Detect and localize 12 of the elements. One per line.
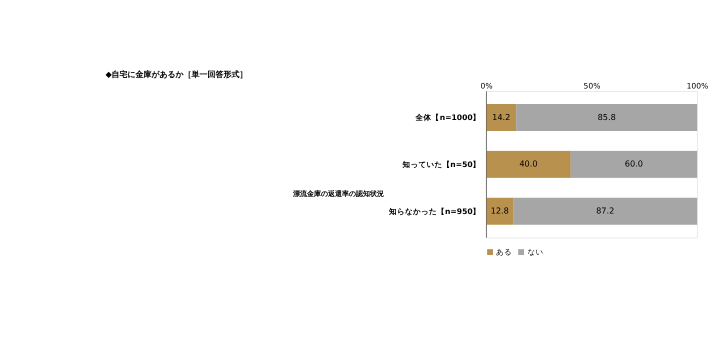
- bar: [513, 198, 698, 225]
- bar: [486, 104, 516, 131]
- bar: [486, 150, 571, 178]
- text: ◆自宅に金庫があるか［単一回答形式］: [105, 69, 248, 80]
- data-label: 12.8: [490, 206, 509, 216]
- bar: [570, 150, 698, 178]
- data-label: 40.0: [519, 158, 538, 169]
- data-label: 14.2: [492, 112, 510, 122]
- data-label: 85.8: [598, 112, 616, 122]
- data-label: 60.0: [624, 158, 643, 169]
- data-label: 87.2: [596, 206, 614, 216]
- bar: [516, 104, 698, 131]
